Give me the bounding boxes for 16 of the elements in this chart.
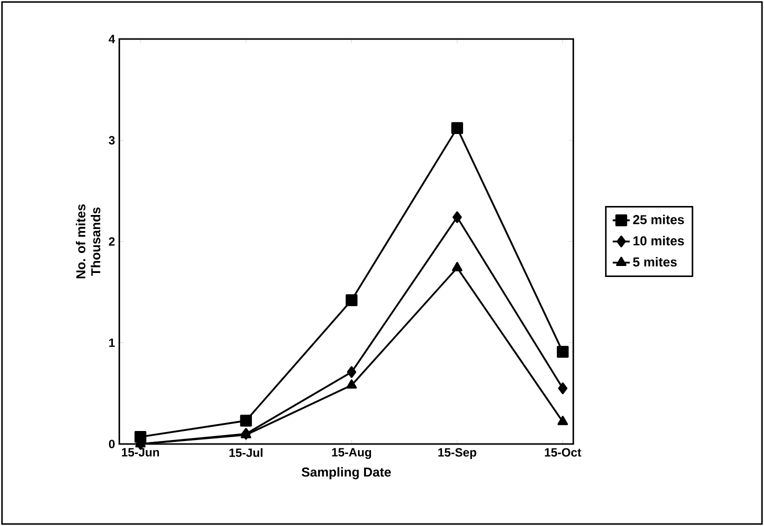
x-tick-label: 15-Jul [229, 448, 262, 457]
legend-label: 10 mites [633, 236, 684, 246]
x-tick-label: 15-Sep [438, 448, 476, 459]
y-axis-title: No. of mites [76, 204, 86, 278]
x-tick-label: 15-Jun [122, 448, 159, 456]
legend-label: 25 mites [633, 214, 684, 224]
y-tick-label: 2 [108, 237, 115, 246]
text: Thousands [90, 207, 100, 276]
y-tick-label: 3 [108, 136, 115, 144]
x-axis-title: Sampling Date [302, 467, 391, 480]
y-tick-label: 0 [108, 440, 115, 448]
legend-label: 5 mites [633, 257, 677, 267]
x-tick-label: 15-Oct [544, 448, 582, 457]
y-tick-label: 1 [109, 338, 115, 347]
y-tick-label: 4 [108, 34, 116, 44]
x-tick-label: 15-Aug [332, 448, 372, 459]
